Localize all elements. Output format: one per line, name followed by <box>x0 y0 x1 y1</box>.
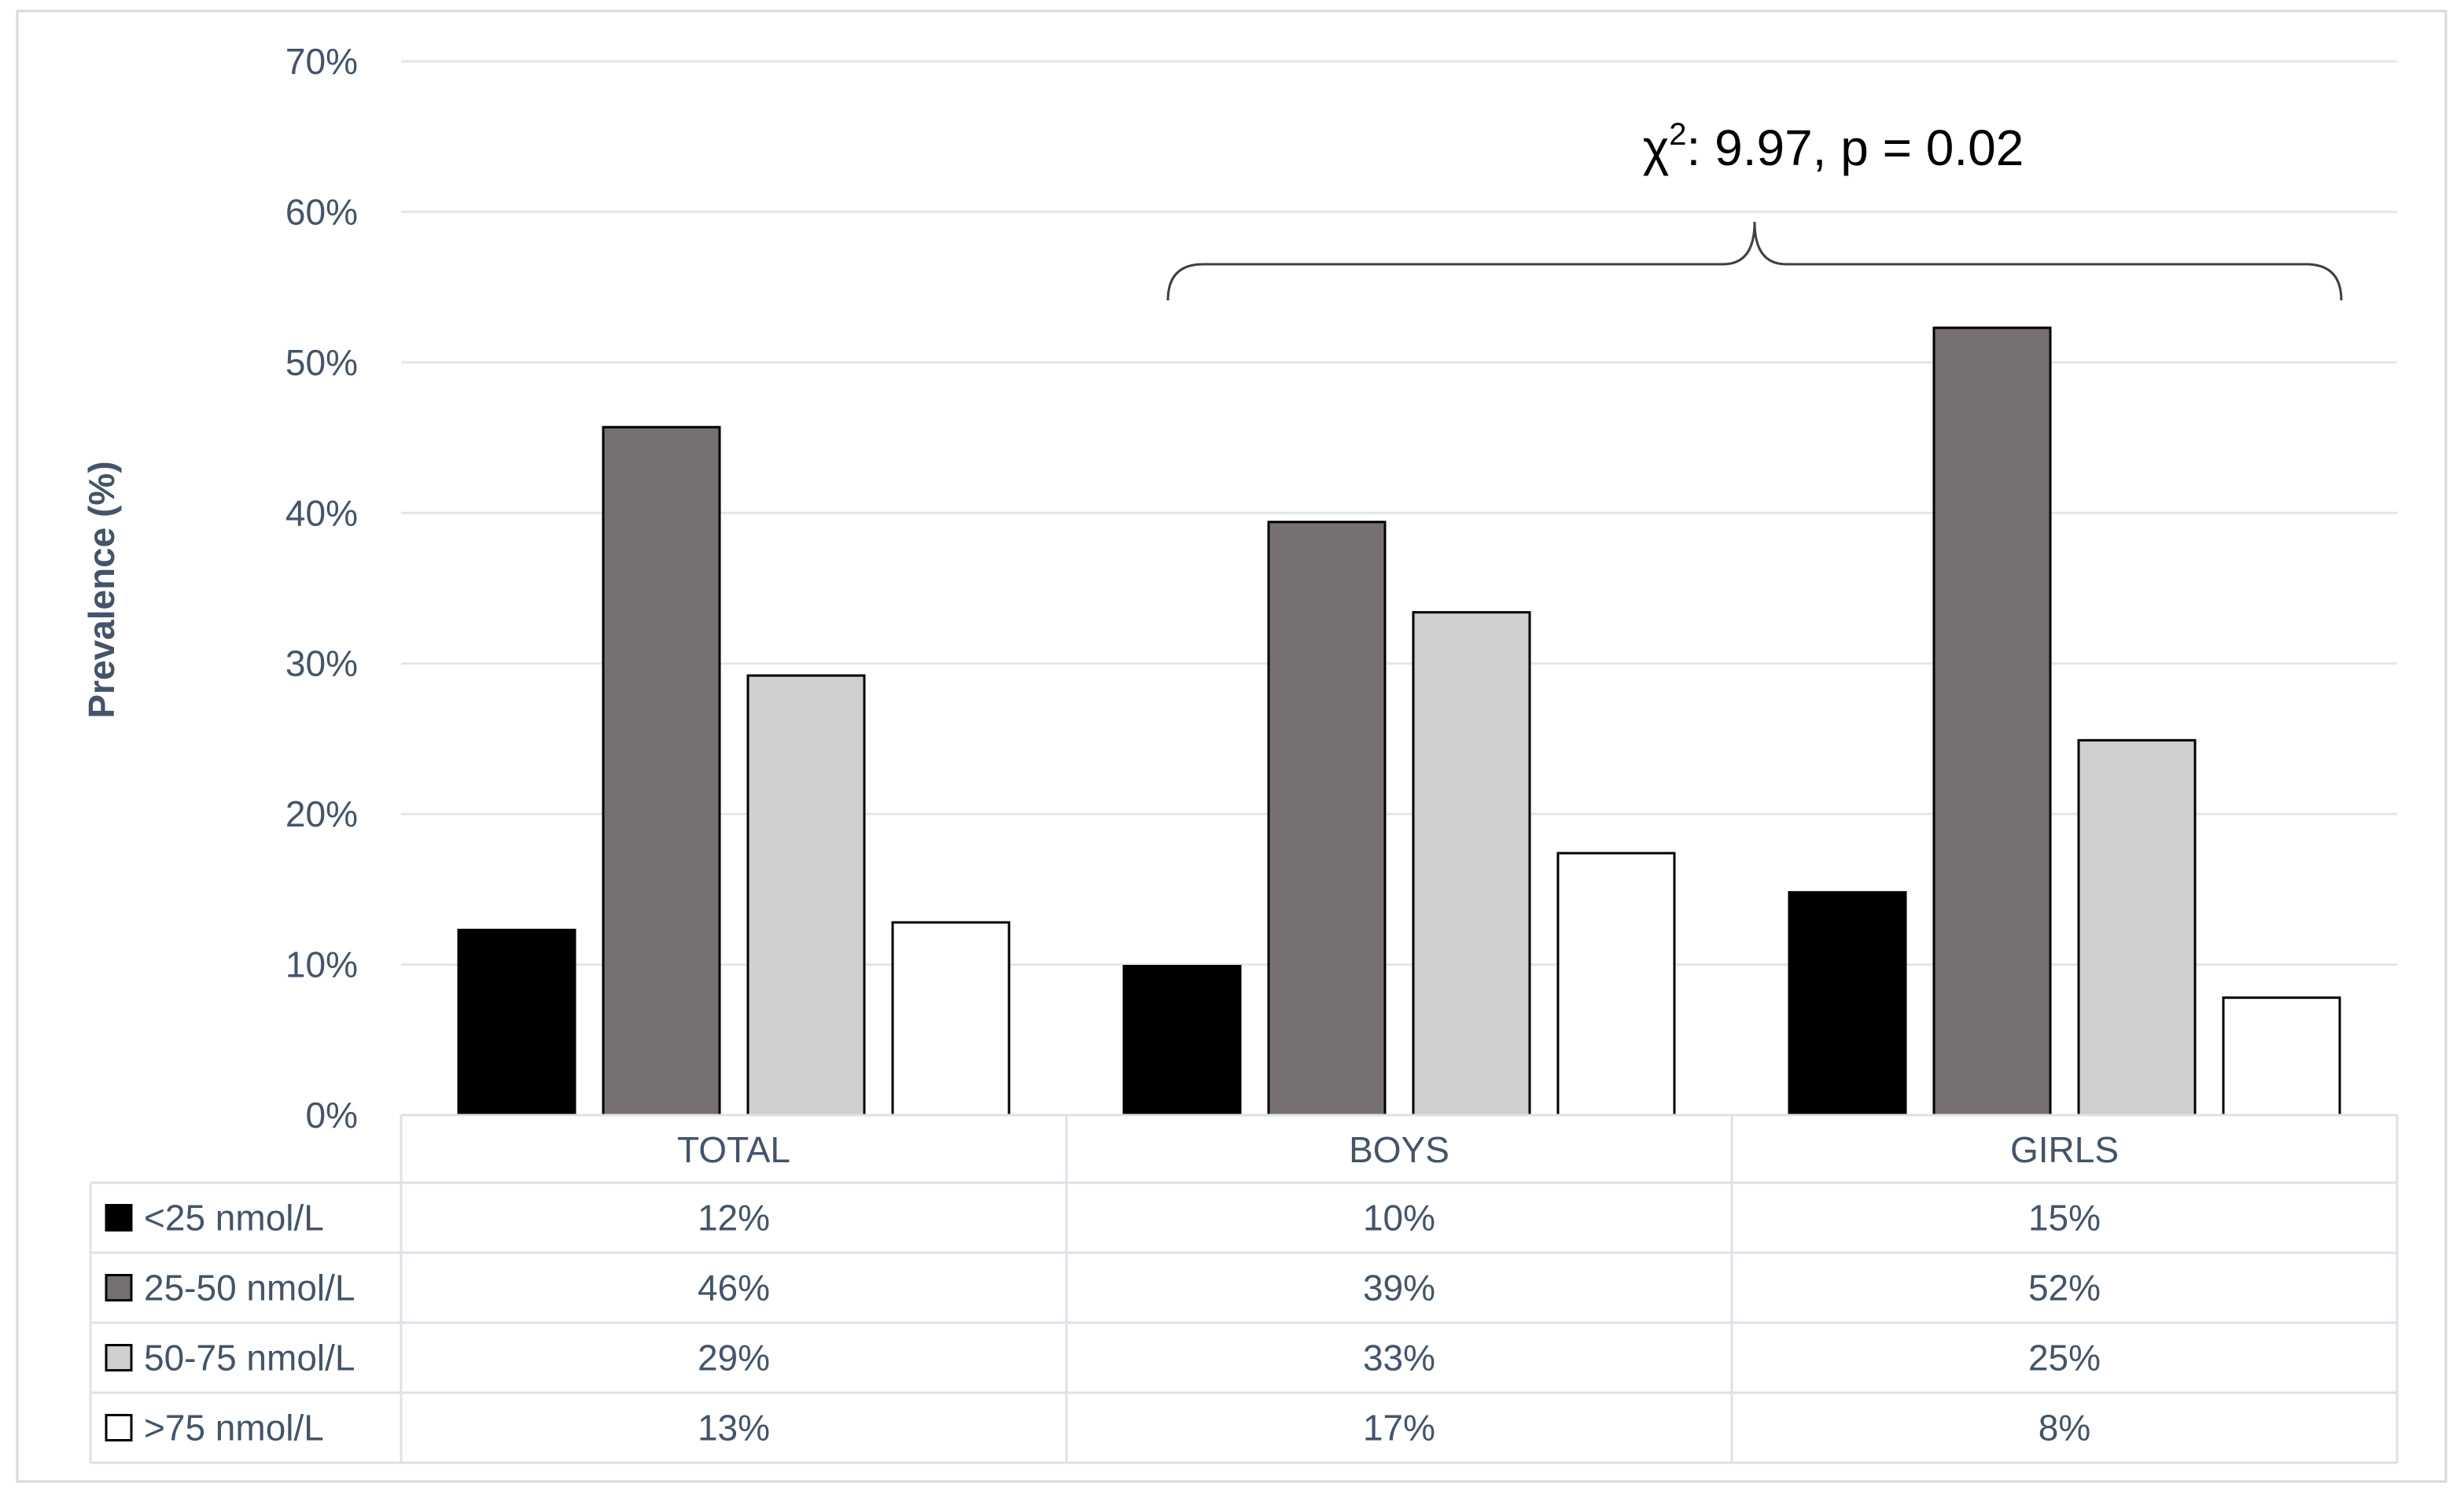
legend-swatch <box>105 1414 133 1441</box>
bar-boys-series-1 <box>1122 964 1242 1117</box>
bar-total-series-1 <box>457 929 576 1117</box>
y-tick-label: 70% <box>285 41 358 82</box>
category-label: BOYS <box>1349 1129 1449 1170</box>
bar-total-series-4 <box>891 921 1011 1117</box>
data-label: 12% <box>698 1198 770 1239</box>
bar-boys-series-4 <box>1556 852 1676 1117</box>
legend-swatch <box>105 1204 133 1231</box>
bar-boys-series-3 <box>1412 611 1531 1117</box>
legend-label: >75 nmol/L <box>144 1408 324 1449</box>
annotation-brace <box>1166 221 2343 301</box>
legend-label: <25 nmol/L <box>144 1198 324 1239</box>
data-label: 8% <box>2039 1408 2090 1449</box>
bar-girls-series-3 <box>2077 738 2197 1117</box>
data-label: 39% <box>1363 1268 1435 1309</box>
legend-label: 25-50 nmol/L <box>144 1268 355 1309</box>
annotation-statistic: : 9.97, p = 0.02 <box>1687 120 2024 176</box>
bar-girls-series-2 <box>1932 326 2052 1117</box>
data-label: 13% <box>698 1408 770 1449</box>
bar-boys-series-2 <box>1267 521 1387 1117</box>
bar-girls-series-1 <box>1788 891 1907 1117</box>
data-table: TOTAL BOYS GIRLS <25 nmol/L 12% 10% 15% 25-50 n… <box>89 1114 2399 1464</box>
data-label: 33% <box>1363 1338 1435 1379</box>
annotation-chi: χ <box>1643 120 1670 176</box>
y-tick-label: 60% <box>285 191 358 232</box>
annotation-text: χ2: 9.97, p = 0.02 <box>1643 117 2024 176</box>
data-label: 52% <box>2028 1268 2101 1309</box>
y-axis-label: Prevalence (%) <box>81 461 122 718</box>
category-label: TOTAL <box>677 1129 790 1170</box>
category-label: GIRLS <box>2010 1129 2119 1170</box>
legend-swatch <box>105 1344 133 1371</box>
data-label: 17% <box>1363 1408 1435 1449</box>
data-label: 10% <box>1363 1198 1435 1239</box>
bar-total-series-3 <box>746 674 866 1117</box>
bar-girls-series-4 <box>2222 996 2341 1117</box>
data-label: 46% <box>698 1268 770 1309</box>
y-tick-label: 50% <box>285 342 358 383</box>
y-tick-label: 0% <box>306 1095 358 1136</box>
y-axis-ticks: 0% 10% 20% 30% 40% 50% 60% 70% <box>285 41 358 1136</box>
legend-swatch <box>105 1274 133 1301</box>
annotation-superscript: 2 <box>1669 117 1686 152</box>
y-tick-label: 40% <box>285 492 358 533</box>
bars <box>457 326 2341 1117</box>
chi-square-annotation: χ2: 9.97, p = 0.02 <box>1166 117 2343 301</box>
data-label: 15% <box>2028 1198 2101 1239</box>
y-tick-label: 10% <box>285 944 358 985</box>
bar-total-series-2 <box>602 425 721 1117</box>
y-tick-label: 20% <box>285 793 358 834</box>
data-label: 29% <box>698 1338 770 1379</box>
data-label: 25% <box>2028 1338 2101 1379</box>
legend-label: 50-75 nmol/L <box>144 1338 355 1379</box>
y-tick-label: 30% <box>285 643 358 684</box>
